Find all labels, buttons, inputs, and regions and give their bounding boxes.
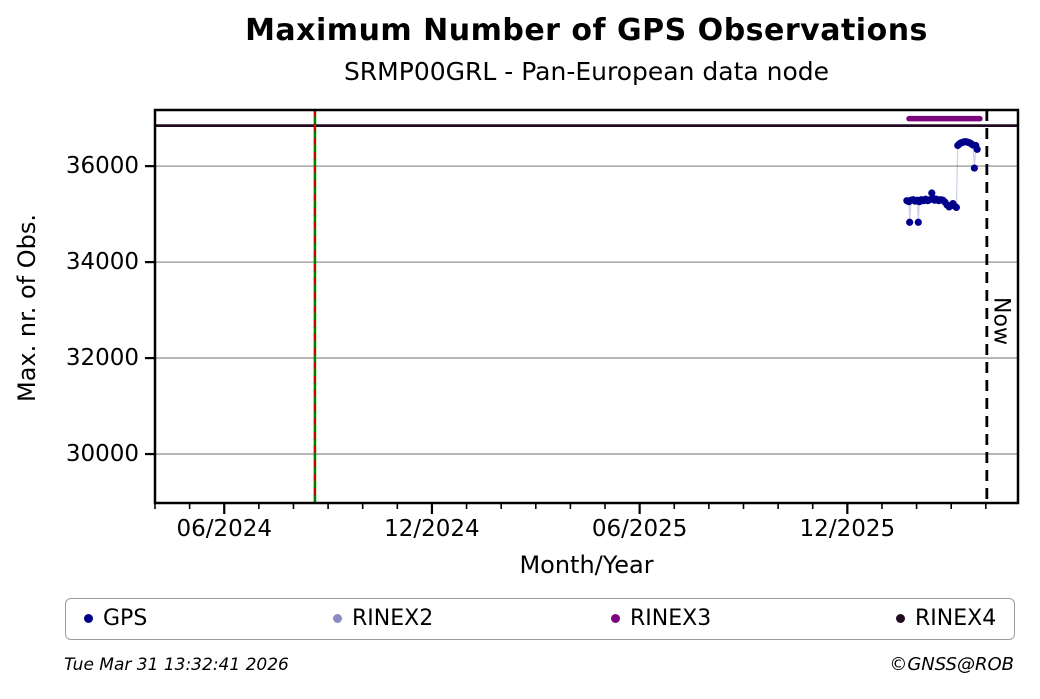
rinex2-marker-icon — [333, 614, 342, 623]
legend: GPS RINEX2 RINEX3 RINEX4 — [65, 598, 1015, 640]
legend-label-rinex4: RINEX4 — [915, 606, 997, 631]
now-label: Now — [988, 297, 1013, 345]
chart-title: Maximum Number of GPS Observations — [245, 13, 928, 48]
gps-marker-icon — [84, 614, 93, 623]
y-tick-label: 30000 — [66, 441, 139, 467]
legend-label-rinex2: RINEX2 — [352, 606, 434, 631]
legend-item-gps: GPS — [84, 599, 147, 638]
x-tick-label: 12/2025 — [800, 516, 896, 542]
legend-item-rinex2: RINEX2 — [333, 599, 433, 638]
copyright-credit: ©GNSS@ROB — [889, 654, 1014, 675]
plot-timestamp: Tue Mar 31 13:32:41 2026 — [64, 655, 289, 675]
rinex4-marker-icon — [896, 614, 905, 623]
y-tick-label: 34000 — [66, 249, 139, 275]
rinex3-marker-icon — [611, 614, 620, 623]
legend-label-gps: GPS — [103, 606, 148, 631]
x-tick-label: 12/2024 — [384, 516, 480, 542]
x-tick-label: 06/2025 — [592, 516, 688, 542]
legend-label-rinex3: RINEX3 — [630, 606, 712, 631]
x-tick-label: 06/2024 — [176, 516, 272, 542]
x-axis-label: Month/Year — [519, 551, 654, 579]
chart-subtitle: SRMP00GRL - Pan-European data node — [343, 57, 830, 86]
legend-item-rinex3: RINEX3 — [611, 599, 711, 638]
y-tick-label: 32000 — [66, 345, 139, 371]
y-tick-label: 36000 — [66, 153, 139, 179]
legend-item-rinex4: RINEX4 — [896, 599, 996, 638]
